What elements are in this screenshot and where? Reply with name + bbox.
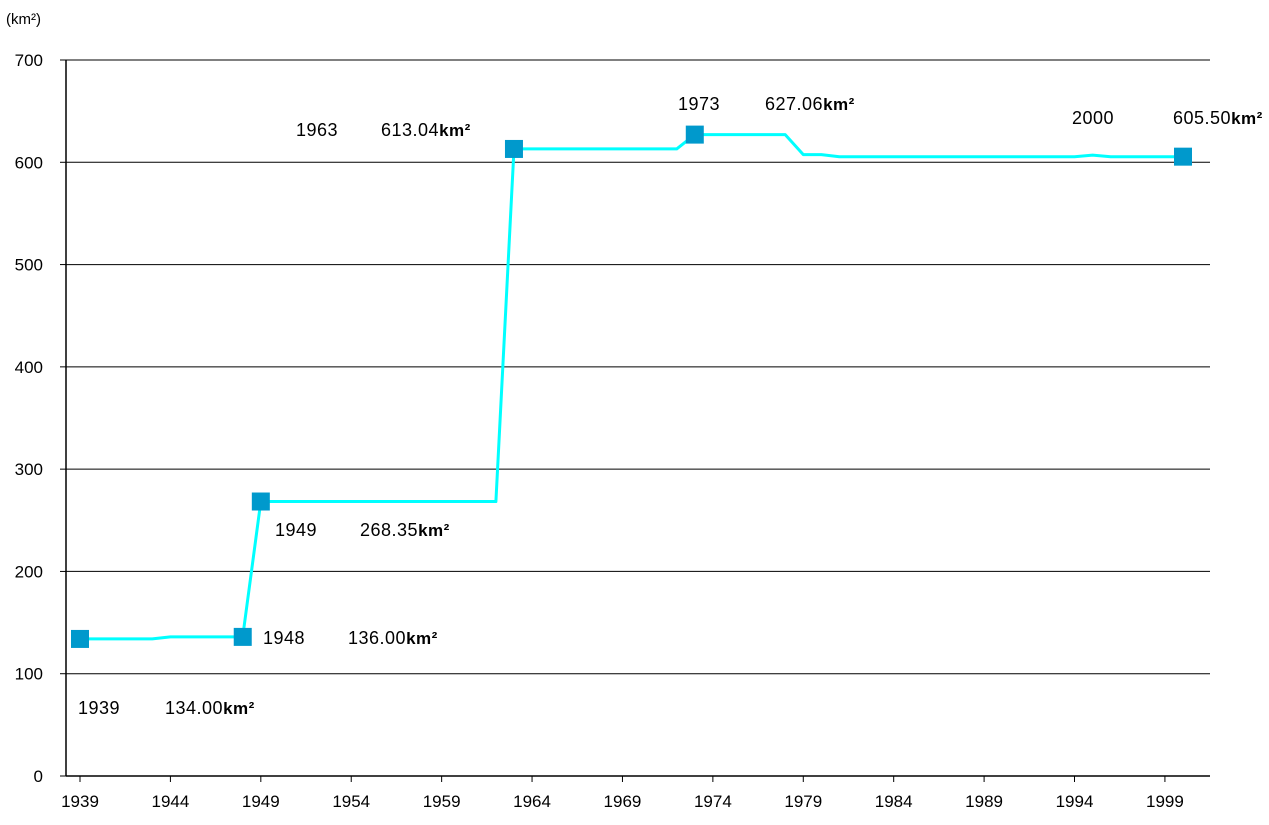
data-annotation: 1939 134.00km² (78, 698, 255, 718)
y-axis-ticks: 0 100 200 300 400 500 600 700 (15, 51, 66, 786)
x-tick-label: 1964 (513, 792, 551, 811)
series-group (80, 133, 1183, 641)
x-tick-label: 1989 (965, 792, 1003, 811)
annotation-value-number: 605.50 (1173, 108, 1231, 128)
data-marker (71, 629, 89, 648)
annotation-year: 2000 (1072, 108, 1114, 128)
data-annotation: 2000 605.50km² (1072, 108, 1263, 128)
x-tick-label: 1939 (61, 792, 99, 811)
x-tick-label: 1944 (151, 792, 189, 811)
data-marker (233, 627, 252, 646)
annotation-value: 134.00km² (165, 698, 255, 718)
annotation-value-number: 134.00 (165, 698, 223, 718)
annotation-value: 268.35km² (360, 520, 450, 540)
x-tick-label: 1984 (875, 792, 913, 811)
y-tick-label: 0 (34, 767, 43, 786)
annotation-value-number: 136.00 (348, 628, 406, 648)
x-tick-label: 1979 (784, 792, 822, 811)
data-annotation: 1948 136.00km² (263, 628, 438, 648)
annotation-value-number: 613.04 (381, 120, 439, 140)
annotation-value: 613.04km² (381, 120, 471, 140)
x-tick-label: 1999 (1146, 792, 1184, 811)
x-tick-label: 1969 (604, 792, 642, 811)
annotation-value: 627.06km² (765, 94, 855, 114)
annotation-value-number: 268.35 (360, 520, 418, 540)
x-tick-label: 1959 (423, 792, 461, 811)
axes (65, 60, 1210, 777)
series-line (80, 133, 1183, 641)
grid-lines (66, 59, 1210, 675)
data-annotation: 1949 268.35km² (275, 520, 450, 540)
annotation-value-unit: km² (223, 699, 255, 718)
annotation-value: 136.00km² (348, 628, 438, 648)
data-marker (1174, 147, 1192, 166)
annotation-value-unit: km² (439, 121, 471, 140)
data-marker (251, 492, 270, 511)
y-axis-unit-label: (km²) (6, 11, 41, 28)
y-tick-label: 200 (15, 562, 43, 581)
y-tick-label: 100 (15, 665, 43, 684)
annotation-year: 1949 (275, 520, 317, 540)
annotation-value-unit: km² (1231, 109, 1263, 128)
annotation-value-number: 627.06 (765, 94, 823, 114)
data-marker (685, 125, 704, 144)
x-axis-ticks: 1939 1944 1949 1954 1959 1964 1969 1974 1979 1984… (61, 776, 1184, 811)
y-tick-label: 300 (15, 460, 43, 479)
annotation-year: 1948 (263, 628, 305, 648)
x-tick-label: 1994 (1056, 792, 1094, 811)
annotation-year: 1939 (78, 698, 120, 718)
y-tick-label: 400 (15, 358, 43, 377)
data-annotation: 1963 613.04km² (296, 120, 471, 140)
annotation-value: 605.50km² (1173, 108, 1263, 128)
annotation-value-unit: km² (418, 521, 450, 540)
markers-group (71, 125, 1192, 648)
y-tick-label: 600 (15, 153, 43, 172)
annotation-value-unit: km² (823, 95, 855, 114)
y-tick-label: 700 (15, 51, 43, 70)
x-tick-label: 1974 (694, 792, 732, 811)
annotation-year: 1963 (296, 120, 338, 140)
x-tick-label: 1954 (332, 792, 370, 811)
data-annotation: 1973 627.06km² (678, 94, 855, 114)
annotation-year: 1973 (678, 94, 720, 114)
y-tick-label: 500 (15, 256, 43, 275)
x-tick-label: 1949 (242, 792, 280, 811)
data-marker (504, 139, 523, 158)
annotation-value-unit: km² (406, 629, 438, 648)
